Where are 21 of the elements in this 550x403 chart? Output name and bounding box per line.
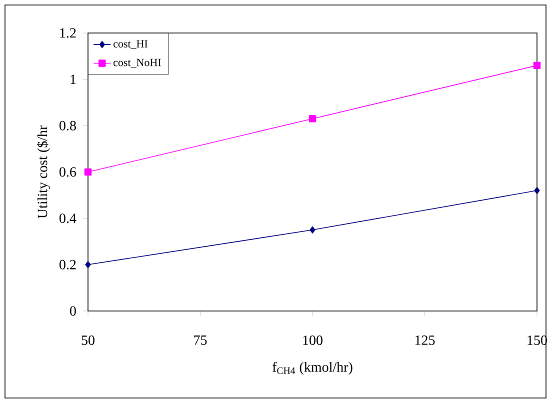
y-tick-label: 0: [70, 306, 76, 316]
x-tick-label: 75: [194, 336, 207, 345]
point: [85, 261, 91, 268]
x-axis-title: f$_{CH4}$ (kmol/hr): [272, 362, 352, 375]
y-tick-label: 0.6: [60, 167, 76, 177]
point: [310, 226, 316, 234]
y-tick-label: 0.4: [60, 214, 76, 224]
y-axis-title: Utility cost ($/hr: [36, 125, 50, 218]
point: [534, 186, 540, 194]
x-tick-label: 50: [82, 336, 94, 345]
legend-label: cost_NoHI: [114, 58, 161, 68]
y-tick-label: 1: [70, 74, 76, 84]
point: [533, 62, 541, 70]
y-tick-label: 0.8: [60, 120, 76, 130]
y-tick-label: 1.2: [60, 28, 76, 38]
point: [308, 115, 316, 122]
legend-label: cost_HI: [114, 40, 148, 49]
x-tick-label: 125: [415, 336, 435, 345]
y-tick-label: 0.2: [60, 260, 76, 270]
x-tick-label: 100: [303, 336, 322, 345]
point: [84, 168, 92, 176]
